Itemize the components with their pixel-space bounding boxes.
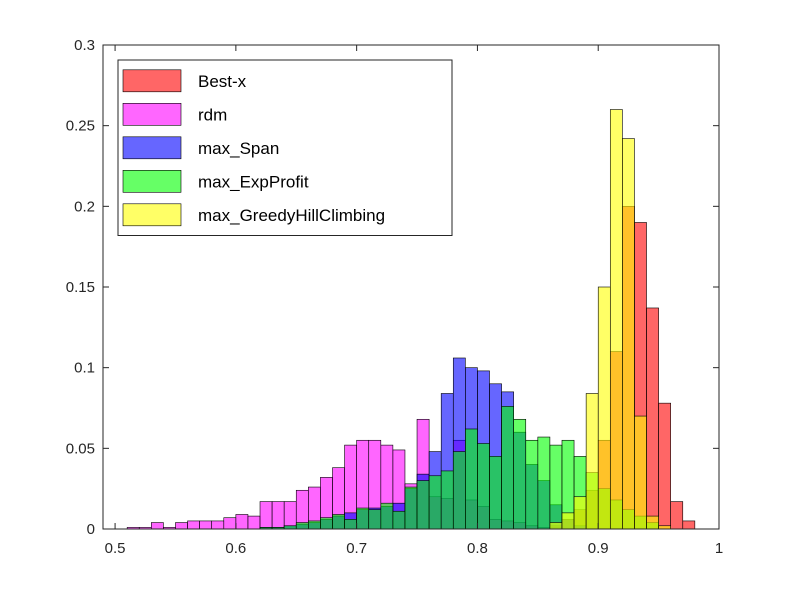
bar-max-expprofit-15 [440,470,454,530]
bar-rdm-9 [235,514,249,530]
bar-rdm-4 [175,522,188,530]
legend-swatch-max-expprofit [122,170,182,193]
legend-label-max-span: max_Span [198,139,279,158]
legend-entry-max-greedyhillclimbing: max_GreedyHillClimbing [122,203,385,227]
bar-best-x-8 [646,307,659,530]
bar-rdm-12 [271,501,285,530]
bar-rdm-6 [199,520,213,530]
bar-max-expprofit-17 [465,428,478,530]
y-tick-label-1: 0.05 [66,440,95,457]
x-tick-label-4: 0.9 [588,540,609,557]
legend-swatch-best-x [122,69,182,93]
bar-best-x-10 [670,501,684,530]
bar-rdm-7 [211,520,225,530]
legend-label-rdm: rdm [198,105,227,124]
bar-max-expprofit-7 [344,519,357,530]
bar-best-x-11 [682,520,696,530]
bar-rdm-8 [223,517,237,530]
x-tick-label-3: 0.8 [467,540,488,557]
bar-rdm-5 [187,520,200,530]
legend: Best-x rdm max_Span max_ExpProfit max_Greedy… [117,59,453,236]
bar-rdm-10 [247,515,261,530]
y-tick-label-5: 0.25 [66,118,95,135]
x-tick-label-0: 0.5 [105,540,126,557]
bar-max-greedyhillclimbing-1 [561,512,575,530]
y-tick-label-4: 0.2 [74,198,95,215]
bar-max-greedyhillclimbing-2 [573,496,587,530]
bar-max-expprofit-8 [356,507,370,530]
legend-swatch-rdm [122,103,182,126]
bar-max-expprofit-3 [295,522,309,530]
bar-max-expprofit-21 [513,418,527,530]
bar-max-expprofit-13 [416,480,430,530]
series-max-greedyhillclimbing [549,109,671,530]
bar-max-expprofit-5 [320,517,333,530]
bar-max-expprofit-4 [308,520,321,530]
y-tick-label-0: 0 [87,521,95,538]
bar-max-expprofit-22 [525,439,539,530]
bar-max-greedyhillclimbing-0 [549,522,563,530]
y-tick-label-2: 0.1 [74,360,95,377]
bar-max-expprofit-14 [428,475,442,530]
bar-max-expprofit-12 [404,486,418,530]
bar-best-x-9 [658,402,671,530]
legend-entry-max-expprofit: max_ExpProfit [122,170,309,193]
bar-max-greedyhillclimbing-8 [646,515,659,530]
x-tick-label-5: 1 [715,540,723,557]
bar-max-expprofit-6 [332,514,345,530]
legend-entry-best-x: Best-x [122,69,247,93]
legend-swatch-max-span [122,136,182,160]
bar-rdm-11 [259,501,273,530]
y-tick-label-3: 0.15 [66,279,95,296]
y-tick-label-6: 0.3 [74,37,95,54]
x-tick-label-1: 0.6 [225,540,246,557]
bar-max-greedyhillclimbing-5 [609,109,623,530]
bar-max-expprofit-9 [368,509,382,530]
x-tick-label-2: 0.7 [346,540,367,557]
legend-entry-max-span: max_Span [122,136,279,160]
bar-max-greedyhillclimbing-6 [622,138,635,530]
bar-max-expprofit-24 [549,444,563,530]
bar-max-greedyhillclimbing-4 [597,286,611,530]
bar-max-expprofit-16 [452,451,466,530]
bar-rdm-13 [283,501,297,530]
bar-max-expprofit-18 [477,443,490,530]
bar-max-greedyhillclimbing-7 [634,415,647,530]
legend-label-max-greedyhillclimbing: max_GreedyHillClimbing [198,206,385,225]
legend-entry-rdm: rdm [122,103,227,126]
bar-rdm-2 [151,522,164,530]
legend-label-best-x: Best-x [198,72,247,91]
legend-swatch-max-greedyhillclimbing [122,203,182,227]
legend-label-max-expprofit: max_ExpProfit [198,172,309,191]
bar-max-expprofit-19 [489,456,502,530]
ticks-layer: 0.5 0.6 0.7 0.8 0.9 1 0 0.05 0.1 0.15 0.2 0.25 0.3 [66,37,723,557]
bar-max-expprofit-10 [380,502,394,530]
bar-max-expprofit-23 [537,436,551,530]
bar-max-expprofit-20 [501,406,514,530]
bar-max-greedyhillclimbing-3 [585,393,599,530]
bar-max-expprofit-11 [392,510,406,530]
